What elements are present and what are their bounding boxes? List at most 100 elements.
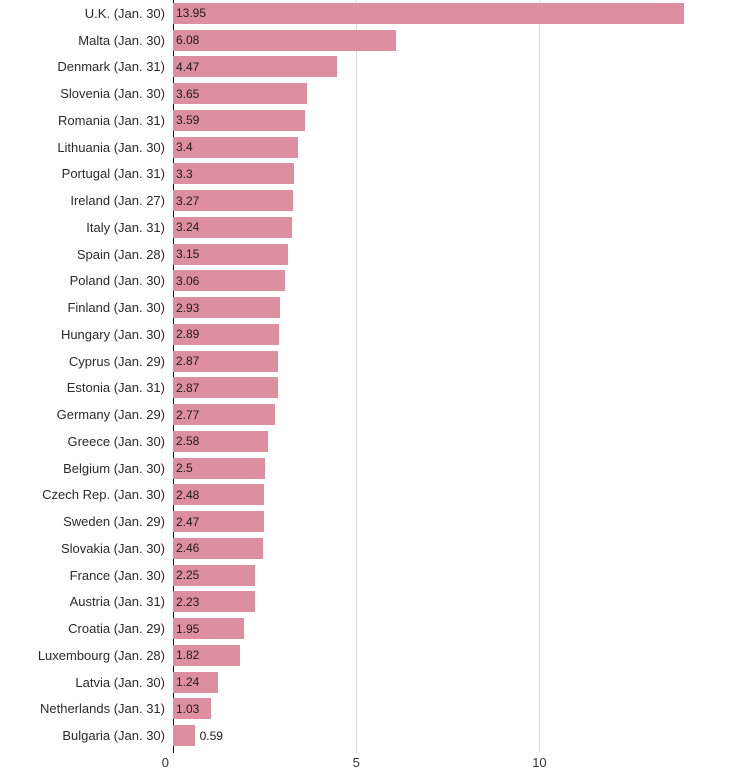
value-label: 6.08 (176, 33, 200, 48)
bar-row: Austria (Jan. 31) 2.23 (0, 589, 741, 616)
value-label: 2.5 (176, 461, 193, 476)
bar-track: 2.47 (173, 511, 741, 533)
value-label: 3.4 (176, 140, 193, 155)
value-label: 3.27 (176, 193, 200, 208)
bar-row: Denmark (Jan. 31) 4.47 (0, 54, 741, 81)
bar-track: 2.23 (173, 591, 741, 613)
bar-row: Belgium (Jan. 30) 2.5 (0, 455, 741, 482)
category-label: Sweden (Jan. 29) (63, 514, 165, 530)
bar: 3.27 (173, 190, 293, 212)
bar (173, 725, 195, 747)
category-label: France (Jan. 30) (69, 567, 165, 583)
bar: 3.65 (173, 83, 307, 105)
bar: 2.93 (173, 297, 281, 319)
bar-row: Ireland (Jan. 27) 3.27 (0, 187, 741, 214)
bar-row: Poland (Jan. 30) 3.06 (0, 268, 741, 295)
category-label: Netherlands (Jan. 31) (39, 701, 165, 717)
bar-row: Latvia (Jan. 30) 1.24 (0, 669, 741, 696)
y-axis-line (173, 0, 174, 753)
value-label: 3.06 (176, 273, 200, 288)
bar-track: 13.95 (173, 2, 741, 24)
bar-track: 1.03 (173, 698, 741, 720)
value-label: 13.95 (176, 6, 207, 21)
category-label: Czech Rep. (Jan. 30) (42, 487, 165, 503)
x-axis-labels: 0 5 10 (162, 755, 741, 777)
value-label: 1.95 (176, 621, 200, 636)
bar-track: 2.25 (173, 564, 741, 586)
x-tick-label: 5 (352, 755, 360, 770)
bar-row: Spain (Jan. 28) 3.15 (0, 241, 741, 268)
category-label: Spain (Jan. 28) (76, 246, 165, 262)
bar-row: Croatia (Jan. 29) 1.95 (0, 615, 741, 642)
bar-track: 3.65 (173, 83, 741, 105)
bar-track: 2.93 (173, 297, 741, 319)
bar-track: 2.48 (173, 484, 741, 506)
bar-row: Romania (Jan. 31) 3.59 (0, 107, 741, 134)
bar: 2.87 (173, 377, 279, 399)
chart-rows: U.K. (Jan. 30) 13.95 Malta (Jan. 30) 6.08 De… (0, 2, 741, 749)
category-label: Malta (Jan. 30) (78, 32, 165, 48)
bar-row: Greece (Jan. 30) 2.58 (0, 428, 741, 455)
bar: 2.25 (173, 564, 256, 586)
category-label: Austria (Jan. 31) (69, 594, 165, 610)
bar-row: Sweden (Jan. 29) 2.47 (0, 508, 741, 535)
bar-track: 2.89 (173, 323, 741, 345)
bar: 2.48 (173, 484, 264, 506)
value-label: 2.23 (176, 594, 200, 609)
value-label: 4.47 (176, 59, 200, 74)
value-label: 2.87 (176, 354, 200, 369)
bar: 1.82 (173, 644, 240, 666)
category-label: Slovenia (Jan. 30) (60, 86, 165, 102)
bar-track: 4.47 (173, 56, 741, 78)
bar: 2.47 (173, 511, 264, 533)
bar-track: 2.5 (173, 457, 741, 479)
bar-row: Luxembourg (Jan. 28) 1.82 (0, 642, 741, 669)
category-label: Lithuania (Jan. 30) (57, 139, 165, 155)
value-label: 1.24 (176, 675, 200, 690)
category-label: Ireland (Jan. 27) (70, 193, 165, 209)
x-tick-label: 0 (161, 755, 169, 770)
bar-row: Cyprus (Jan. 29) 2.87 (0, 348, 741, 375)
bar: 1.03 (173, 698, 211, 720)
category-label: Bulgaria (Jan. 30) (62, 728, 165, 744)
bar-track: 2.87 (173, 350, 741, 372)
value-label: 0.59 (199, 728, 223, 743)
category-label: Finland (Jan. 30) (67, 300, 165, 316)
value-label: 3.15 (176, 247, 200, 262)
category-label: Estonia (Jan. 31) (66, 380, 165, 396)
bar: 3.24 (173, 216, 292, 238)
bar-track: 3.06 (173, 270, 741, 292)
category-label: Greece (Jan. 30) (67, 433, 165, 449)
bar: 6.08 (173, 29, 396, 51)
gridline (539, 0, 541, 753)
value-label: 3.3 (176, 166, 193, 181)
value-label: 2.89 (176, 327, 200, 342)
bar-track: 2.87 (173, 377, 741, 399)
bar-row: Bulgaria (Jan. 30) 0.59 (0, 722, 741, 749)
category-label: Croatia (Jan. 29) (68, 621, 165, 637)
value-label: 3.24 (176, 220, 200, 235)
bar-track: 2.58 (173, 430, 741, 452)
bar: 3.59 (173, 109, 305, 131)
bar: 2.87 (173, 350, 279, 372)
value-label: 2.48 (176, 487, 200, 502)
value-label: 1.82 (176, 648, 200, 663)
bar-row: Slovenia (Jan. 30) 3.65 (0, 80, 741, 107)
bar-track: 3.59 (173, 109, 741, 131)
value-label: 2.93 (176, 300, 200, 315)
bar: 1.24 (173, 671, 219, 693)
bar-track: 3.24 (173, 216, 741, 238)
value-label: 2.25 (176, 568, 200, 583)
bar: 1.95 (173, 618, 245, 640)
value-label: 2.77 (176, 407, 200, 422)
bar: 13.95 (173, 2, 685, 24)
bar-row: Hungary (Jan. 30) 2.89 (0, 321, 741, 348)
bar-row: Malta (Jan. 30) 6.08 (0, 27, 741, 54)
bar: 2.89 (173, 323, 279, 345)
value-label: 1.03 (176, 701, 200, 716)
category-label: Luxembourg (Jan. 28) (37, 647, 165, 663)
value-label: 2.58 (176, 434, 200, 449)
value-label: 3.65 (176, 86, 200, 101)
bar-track: 0.59 (173, 725, 741, 747)
